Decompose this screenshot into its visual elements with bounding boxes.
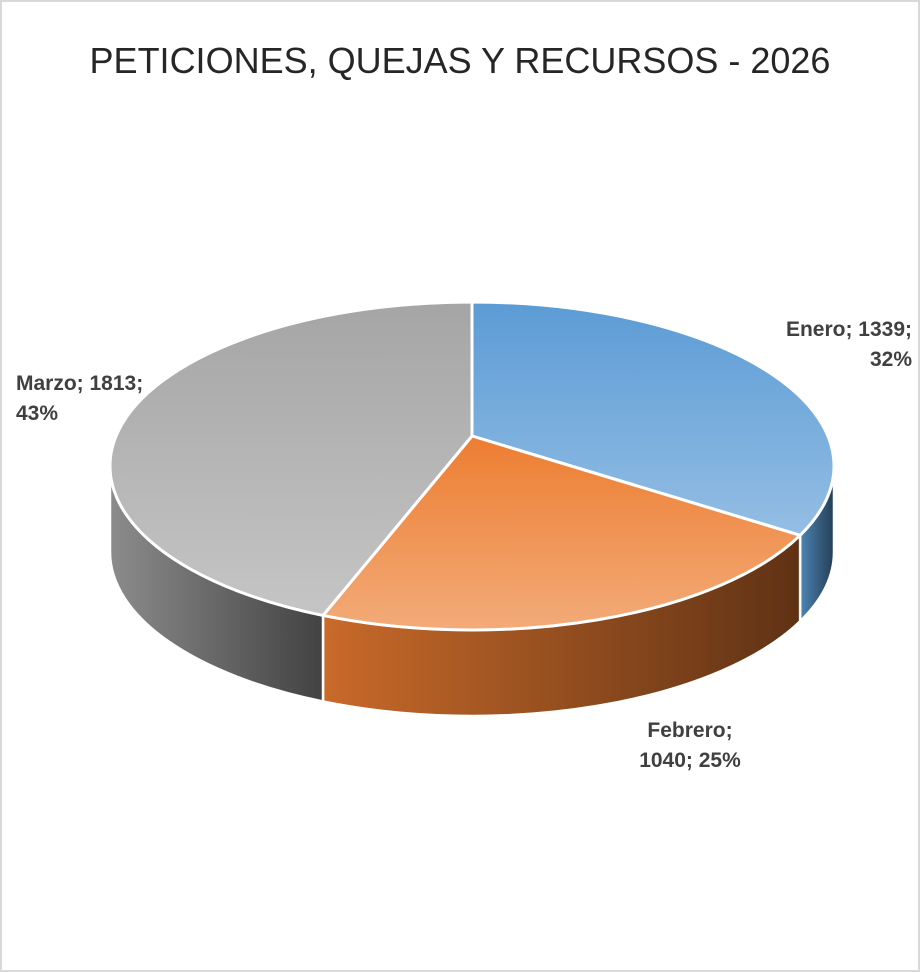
- chart-title: PETICIONES, QUEJAS Y RECURSOS - 2026: [89, 40, 831, 81]
- data-label: Febrero; 1040; 25%: [639, 719, 741, 772]
- slice: [470, 300, 836, 537]
- data-label: Enero; 1339; 32%: [785, 318, 912, 371]
- slice: [108, 300, 474, 618]
- slice: [320, 434, 803, 632]
- data-label: Marzo; 1813; 43%: [16, 372, 144, 425]
